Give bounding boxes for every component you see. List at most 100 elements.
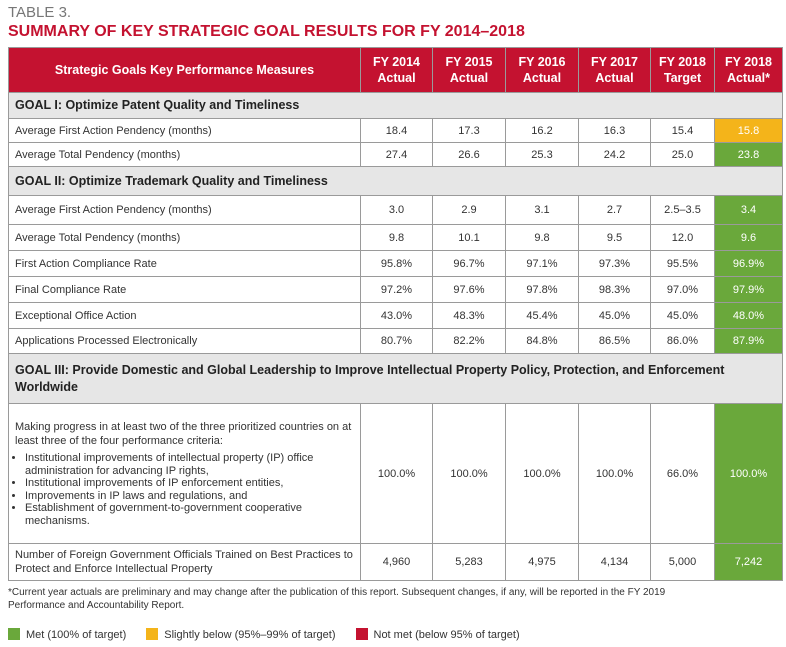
table-body: GOAL I: Optimize Patent Quality and Time… <box>8 92 783 581</box>
column-header: FY 2014 Actual <box>360 47 433 93</box>
measure-cell: Average First Action Pendency (months) <box>8 195 361 225</box>
legend-item: Slightly below (95%–99% of target) <box>146 628 336 641</box>
measure-cell: Number of Foreign Government Officials T… <box>8 543 361 581</box>
value-cell: 26.6 <box>432 142 506 167</box>
goal-row: GOAL III: Provide Domestic and Global Le… <box>8 353 783 404</box>
value-cell: 24.2 <box>578 142 651 167</box>
value-cell: 82.2% <box>432 328 506 354</box>
criteria-item: Establishment of government-to-governmen… <box>25 502 354 527</box>
legend-label: Met (100% of target) <box>26 629 127 641</box>
value-cell: 43.0% <box>360 302 433 329</box>
value-cell: 45.0% <box>650 302 715 329</box>
value-cell: 7,242 <box>714 543 783 581</box>
measure-row: Number of Foreign Government Officials T… <box>8 543 783 581</box>
value-cell: 95.5% <box>650 250 715 277</box>
criteria-item: Improvements in IP laws and regulations,… <box>25 490 354 503</box>
table-label: TABLE 3. <box>8 4 72 21</box>
measure-row: Applications Processed Electronically 80.… <box>8 328 783 354</box>
value-cell: 96.7% <box>432 250 506 277</box>
measure-cell: Exceptional Office Action <box>8 302 361 329</box>
measure-text: Average Total Pendency (months) <box>15 231 181 244</box>
value-cell: 2.9 <box>432 195 506 225</box>
value-cell: 97.8% <box>505 276 579 303</box>
value-cell: 9.5 <box>578 224 651 251</box>
value-cell: 2.5–3.5 <box>650 195 715 225</box>
value-cell: 4,134 <box>578 543 651 581</box>
measure-row: Average Total Pendency (months) 9.8 10.1 9.… <box>8 224 783 251</box>
measure-text: Making progress in at least two of the t… <box>15 421 352 447</box>
value-cell: 48.0% <box>714 302 783 329</box>
column-header: Strategic Goals Key Performance Measures <box>8 47 361 93</box>
value-cell: 45.4% <box>505 302 579 329</box>
goal-title: GOAL I: Optimize Patent Quality and Time… <box>8 92 783 119</box>
value-cell: 86.0% <box>650 328 715 354</box>
value-cell: 98.3% <box>578 276 651 303</box>
value-cell: 12.0 <box>650 224 715 251</box>
value-cell: 48.3% <box>432 302 506 329</box>
measure-cell: First Action Compliance Rate <box>8 250 361 277</box>
value-cell: 97.0% <box>650 276 715 303</box>
value-cell: 25.0 <box>650 142 715 167</box>
legend-label: Slightly below (95%–99% of target) <box>164 629 336 641</box>
measure-cell: Applications Processed Electronically <box>8 328 361 354</box>
value-cell: 18.4 <box>360 118 433 143</box>
table-title: SUMMARY OF KEY STRATEGIC GOAL RESULTS FO… <box>8 23 525 40</box>
goal-title: GOAL II: Optimize Trademark Quality and … <box>8 166 783 196</box>
column-header: FY 2017 Actual <box>578 47 651 93</box>
measure-row: Exceptional Office Action 43.0% 48.3% 45.4%… <box>8 302 783 329</box>
value-cell: 4,960 <box>360 543 433 581</box>
goal-row: GOAL I: Optimize Patent Quality and Time… <box>8 92 783 119</box>
measure-row: Average Total Pendency (months) 27.4 26.6 2… <box>8 142 783 167</box>
value-cell: 25.3 <box>505 142 579 167</box>
footnote: *Current year actuals are preliminary an… <box>8 587 666 611</box>
criteria-list: Institutional improvements of intellectu… <box>15 452 354 527</box>
value-cell: 66.0% <box>650 403 715 544</box>
legend-swatch <box>8 628 20 640</box>
criteria-item: Institutional improvements of IP enforce… <box>25 477 354 490</box>
value-cell: 97.2% <box>360 276 433 303</box>
value-cell: 9.8 <box>360 224 433 251</box>
measure-cell: Final Compliance Rate <box>8 276 361 303</box>
value-cell: 5,283 <box>432 543 506 581</box>
measure-cell: Average Total Pendency (months) <box>8 142 361 167</box>
value-cell: 100.0% <box>714 403 783 544</box>
column-header: FY 2018 Target <box>650 47 715 93</box>
legend-swatch <box>355 628 368 640</box>
results-table: Strategic Goals Key Performance Measures… <box>8 47 783 581</box>
value-cell: 15.4 <box>650 118 715 143</box>
measure-row: Final Compliance Rate 97.2% 97.6% 97.8% 98.3… <box>8 276 783 303</box>
value-cell: 100.0% <box>505 403 579 544</box>
column-header: FY 2018 Actual* <box>714 47 783 93</box>
value-cell: 97.9% <box>714 276 783 303</box>
value-cell: 9.6 <box>714 224 783 251</box>
value-cell: 16.3 <box>578 118 651 143</box>
measure-text: Average First Action Pendency (months) <box>15 124 212 137</box>
value-cell: 87.9% <box>714 328 783 354</box>
value-cell: 17.3 <box>432 118 506 143</box>
value-cell: 84.8% <box>505 328 579 354</box>
column-header: FY 2016 Actual <box>505 47 579 93</box>
value-cell: 4,975 <box>505 543 579 581</box>
value-cell: 97.6% <box>432 276 506 303</box>
value-cell: 86.5% <box>578 328 651 354</box>
measure-cell: Making progress in at least two of the t… <box>8 403 361 544</box>
legend-swatch <box>146 628 159 640</box>
value-cell: 80.7% <box>360 328 433 354</box>
value-cell: 23.8 <box>714 142 783 167</box>
value-cell: 97.1% <box>505 250 579 277</box>
value-cell: 10.1 <box>432 224 506 251</box>
value-cell: 5,000 <box>650 543 715 581</box>
measure-text: Average First Action Pendency (months) <box>15 204 212 216</box>
header-row: Strategic Goals Key Performance Measures… <box>8 47 783 93</box>
measure-text: Average Total Pendency (months) <box>15 148 181 161</box>
goal-title: GOAL III: Provide Domestic and Global Le… <box>8 353 783 404</box>
measure-text: Applications Processed Electronically <box>15 335 198 347</box>
measure-text: Number of Foreign Government Officials T… <box>15 549 353 575</box>
measure-text: Final Compliance Rate <box>15 283 127 296</box>
measure-text: Exceptional Office Action <box>15 309 137 322</box>
measure-row: Making progress in at least two of the t… <box>8 403 783 544</box>
value-cell: 27.4 <box>360 142 433 167</box>
value-cell: 3.4 <box>714 195 783 225</box>
